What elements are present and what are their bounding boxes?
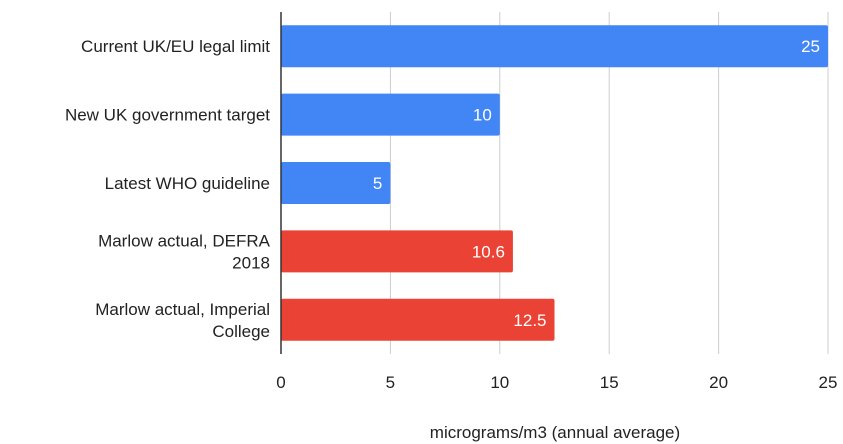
category-label: Latest WHO guideline bbox=[105, 174, 270, 193]
x-axis-title: micrograms/m3 (annual average) bbox=[430, 423, 680, 442]
bar bbox=[281, 162, 391, 204]
category-label-line: Current UK/EU legal limit bbox=[81, 37, 270, 56]
category-label: Marlow actual, Imperial College bbox=[95, 300, 270, 341]
x-tick-label: 20 bbox=[709, 373, 728, 392]
category-label: New UK government target bbox=[65, 106, 270, 125]
bar-value-label: 10 bbox=[473, 106, 492, 125]
bar-value-label: 10.6 bbox=[472, 242, 505, 261]
category-labels: Current UK/EU legal limit New UK governme… bbox=[65, 37, 271, 341]
category-label-line: Marlow actual, DEFRA bbox=[98, 231, 271, 250]
x-tick-label: 25 bbox=[819, 373, 838, 392]
gridlines bbox=[389, 12, 829, 354]
category-label-line: New UK government target bbox=[65, 106, 270, 125]
category-label-line: College bbox=[212, 322, 270, 341]
bar-value-label: 12.5 bbox=[513, 311, 546, 330]
category-label-line: 2018 bbox=[232, 253, 270, 272]
category-label: Current UK/EU legal limit bbox=[81, 37, 270, 56]
bar bbox=[281, 93, 500, 136]
bar bbox=[281, 230, 513, 273]
bar-value-label: 25 bbox=[801, 37, 820, 56]
bars: 25 10 5 10.6 12.5 bbox=[281, 25, 828, 341]
x-tick-label: 0 bbox=[276, 373, 285, 392]
x-tick-label: 5 bbox=[386, 373, 395, 392]
bar bbox=[281, 25, 828, 68]
x-tick-labels: 0 5 10 15 20 25 bbox=[276, 373, 837, 392]
bar bbox=[281, 298, 555, 341]
category-label: Marlow actual, DEFRA 2018 bbox=[98, 231, 271, 272]
category-label-line: Marlow actual, Imperial bbox=[95, 300, 270, 319]
bar-value-label: 5 bbox=[373, 174, 382, 193]
x-tick-label: 15 bbox=[600, 373, 619, 392]
x-tick-label: 10 bbox=[490, 373, 509, 392]
category-label-line: Latest WHO guideline bbox=[105, 174, 270, 193]
